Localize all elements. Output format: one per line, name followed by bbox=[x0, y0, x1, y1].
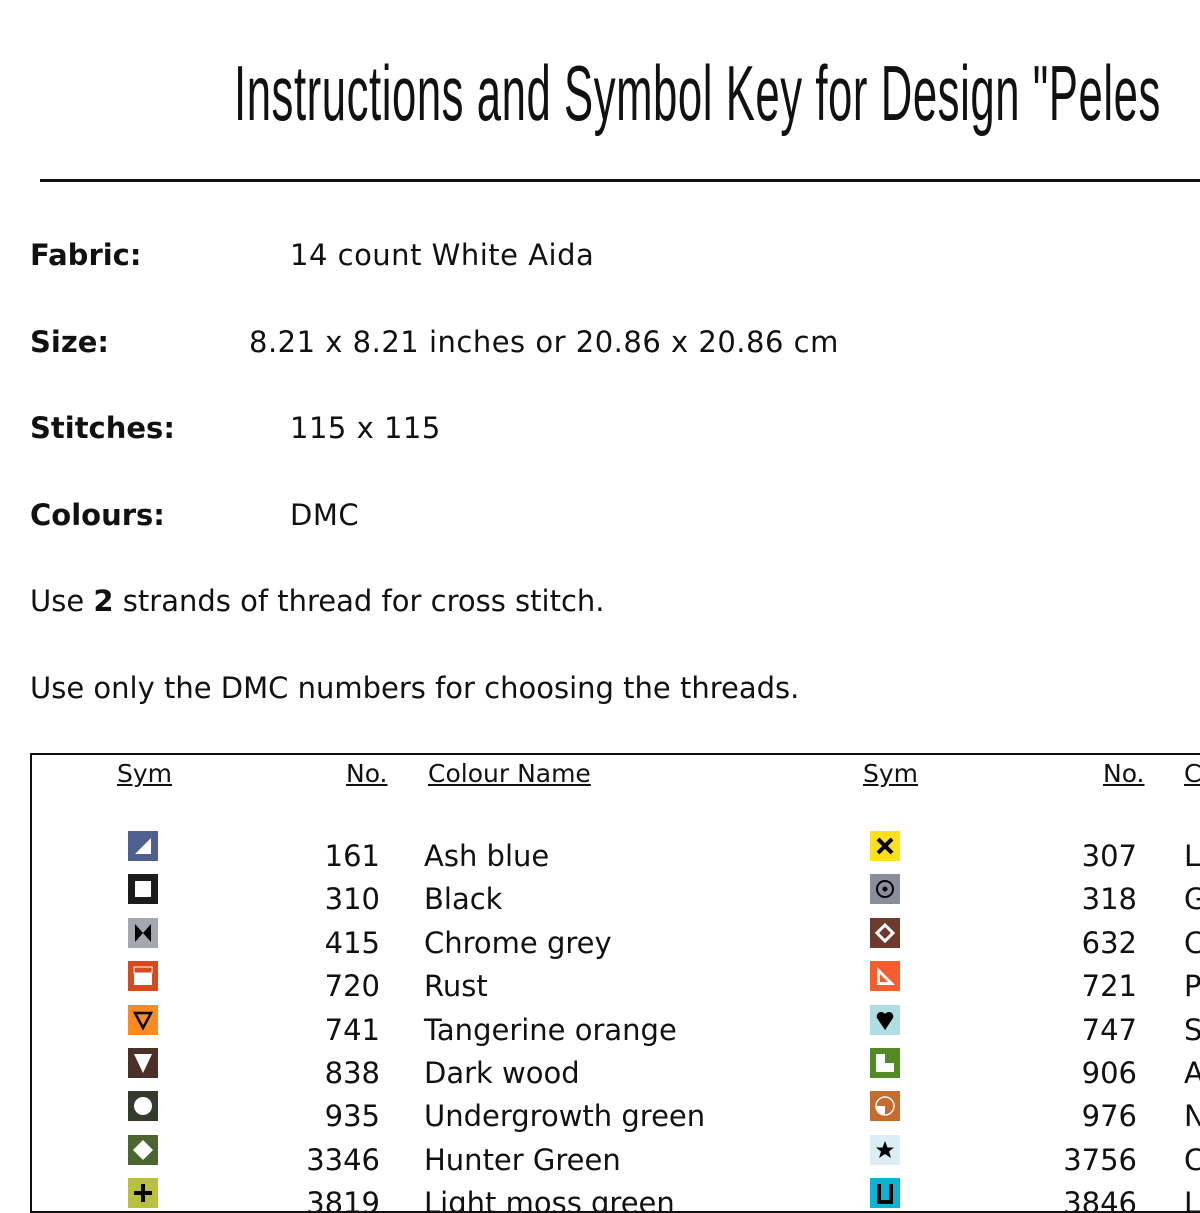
header-sym: Sym bbox=[117, 759, 173, 788]
table-row: 976 N bbox=[32, 1091, 1200, 1142]
dmc-number: 838 bbox=[324, 1056, 380, 1090]
dmc-number: 632 bbox=[1081, 925, 1137, 960]
table-row: 838 Dark wood bbox=[32, 1048, 1200, 1099]
l-shape-icon bbox=[870, 1048, 900, 1078]
split-square-icon bbox=[128, 961, 158, 992]
dmc-number: 3346 bbox=[306, 1142, 380, 1177]
title-divider bbox=[40, 179, 1200, 182]
colour-name: N bbox=[1184, 1099, 1200, 1133]
colour-name: A bbox=[1184, 1056, 1200, 1090]
table-row: 935 Undergrowth green bbox=[32, 1091, 1200, 1142]
colour-name: C bbox=[1184, 926, 1200, 960]
table-row: 310 Black bbox=[32, 874, 1200, 925]
strands-instruction: Use 2 strands of thread for cross stitch… bbox=[30, 584, 605, 618]
dot-circle-icon bbox=[870, 874, 900, 905]
star-icon bbox=[870, 1134, 900, 1165]
colours-label: Colours: bbox=[30, 498, 165, 532]
dmc-number: 161 bbox=[324, 839, 380, 873]
dmc-number: 318 bbox=[1081, 882, 1137, 917]
table-row: 307 L bbox=[32, 831, 1200, 882]
table-row: 161 Ash blue bbox=[32, 831, 1200, 882]
diamond-outline-icon bbox=[870, 917, 900, 948]
colour-name: Tangerine orange bbox=[424, 1012, 677, 1047]
stitches-label: Stitches: bbox=[30, 411, 175, 445]
strands-post: strands of thread for cross stitch. bbox=[113, 584, 605, 618]
colour-name: Rust bbox=[424, 969, 488, 1004]
strands-pre: Use bbox=[30, 584, 94, 618]
triangle-down-outline-icon bbox=[128, 1004, 158, 1035]
diamond-icon bbox=[128, 1134, 158, 1165]
dmc-number: 935 bbox=[324, 1099, 380, 1134]
dmc-number: 741 bbox=[324, 1012, 380, 1047]
colour-name: Dark wood bbox=[424, 1056, 580, 1090]
page-title: Instructions and Symbol Key for Design "… bbox=[234, 49, 1161, 137]
colour-name: C bbox=[1184, 1143, 1200, 1177]
header-no-2: No. bbox=[1103, 759, 1145, 788]
colours-value: DMC bbox=[290, 498, 360, 532]
dmc-number: 747 bbox=[1081, 1012, 1137, 1047]
colour-name: Ash blue bbox=[424, 839, 550, 873]
dmc-number: 721 bbox=[1081, 969, 1137, 1004]
u-shape-icon bbox=[870, 1178, 900, 1209]
table-row: 721 P bbox=[32, 961, 1200, 1012]
bowtie-icon bbox=[128, 917, 158, 948]
size-label: Size: bbox=[30, 325, 109, 359]
symbol-key-table: Sym No. Colour Name Sym No. C 161 Ash bl… bbox=[30, 753, 1200, 1213]
stitches-value: 115 x 115 bbox=[290, 411, 441, 445]
header-colour-name: Colour Name bbox=[428, 759, 591, 788]
quarter-circle-icon bbox=[870, 1091, 900, 1122]
table-row: 3756 C bbox=[32, 1134, 1200, 1186]
dmc-number: 310 bbox=[324, 882, 380, 917]
fabric-label: Fabric: bbox=[30, 238, 142, 272]
header-colour-name-2: C bbox=[1184, 759, 1200, 788]
set-square-icon bbox=[870, 961, 900, 992]
triangle-down-icon bbox=[128, 1048, 158, 1078]
colour-name: S bbox=[1184, 1013, 1200, 1047]
colour-name: Undergrowth green bbox=[424, 1099, 706, 1134]
dmc-number: 415 bbox=[324, 925, 380, 960]
colour-name: Chrome grey bbox=[424, 925, 612, 960]
dmc-number: 906 bbox=[1081, 1056, 1137, 1090]
table-row: 415 Chrome grey bbox=[32, 917, 1200, 969]
colour-name: G bbox=[1184, 882, 1200, 916]
colour-name: P bbox=[1184, 969, 1200, 1004]
half-triangle-icon bbox=[128, 831, 158, 861]
strands-count: 2 bbox=[93, 584, 114, 618]
fabric-value: 14 count White Aida bbox=[290, 238, 595, 272]
heart-icon bbox=[870, 1004, 900, 1035]
dmc-number: 720 bbox=[324, 969, 380, 1004]
table-row: 906 A bbox=[32, 1048, 1200, 1099]
dmc-number: 976 bbox=[1081, 1099, 1137, 1134]
table-row: 632 C bbox=[32, 917, 1200, 969]
table-row: 720 Rust bbox=[32, 961, 1200, 1012]
table-row: 747 S bbox=[32, 1004, 1200, 1056]
header-sym-2: Sym bbox=[863, 759, 919, 788]
colour-name: L bbox=[1184, 839, 1200, 873]
table-row: 318 G bbox=[32, 874, 1200, 925]
colour-name: Black bbox=[424, 882, 503, 917]
table-row: 3346 Hunter Green bbox=[32, 1134, 1200, 1186]
dmc-number: 307 bbox=[1081, 839, 1137, 873]
colour-name: Hunter Green bbox=[424, 1142, 621, 1177]
dmc-note: Use only the DMC numbers for choosing th… bbox=[30, 671, 800, 705]
square-icon bbox=[128, 874, 158, 905]
table-row: 741 Tangerine orange bbox=[32, 1004, 1200, 1056]
dmc-number: 3756 bbox=[1063, 1142, 1137, 1177]
x-icon bbox=[870, 831, 900, 861]
size-value: 8.21 x 8.21 inches or 20.86 x 20.86 cm bbox=[249, 325, 839, 359]
circle-icon bbox=[128, 1091, 158, 1122]
header-no: No. bbox=[346, 759, 388, 788]
